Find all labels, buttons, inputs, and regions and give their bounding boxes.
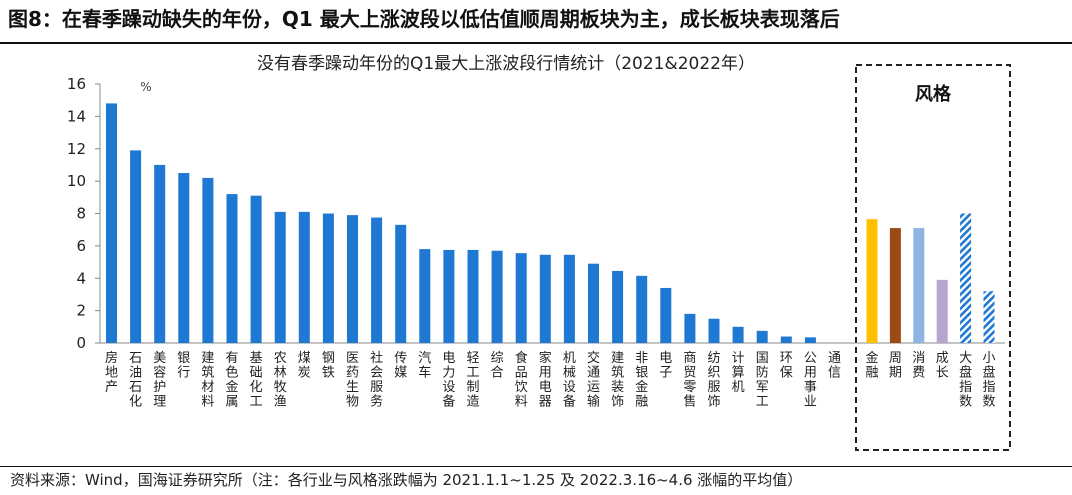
industry-bar <box>443 249 455 343</box>
style-bar <box>913 228 925 343</box>
x-tick-label: 机械设备 <box>563 351 576 410</box>
industry-bar <box>395 224 407 343</box>
x-tick-label: 家用电器 <box>539 350 552 410</box>
industry-bar <box>804 337 816 343</box>
source-note: 资料来源：Wind，国海证券研究所（注：各行业与风格涨跌幅为 2021.1.1~… <box>10 471 803 489</box>
y-axis-unit: % <box>140 80 151 94</box>
x-tick-label: 电子 <box>659 351 672 381</box>
industry-bar <box>515 253 527 343</box>
x-tick-label: 环保 <box>780 351 793 381</box>
style-tick-label: 成长 <box>936 351 949 381</box>
style-tick-label: 周期 <box>889 351 902 381</box>
x-tick-label: 计算机 <box>732 351 745 395</box>
y-tick-label: 6 <box>76 237 86 255</box>
industry-bar <box>612 270 624 343</box>
industry-bar <box>106 103 117 343</box>
x-tick-label: 国防军工 <box>756 351 769 410</box>
x-tick-label: 房地产 <box>105 350 118 395</box>
x-tick-label: 纺织服饰 <box>707 351 720 410</box>
x-tick-label: 煤炭 <box>298 351 311 381</box>
industry-bar <box>347 215 358 343</box>
x-tick-label: 建筑材料 <box>201 351 214 410</box>
x-tick-label: 钢铁 <box>322 351 335 381</box>
x-tick-label: 美容护理 <box>153 351 166 410</box>
style-bar <box>960 213 972 343</box>
y-tick-label: 10 <box>67 172 86 190</box>
x-tick-label: 食品饮料 <box>515 350 528 410</box>
x-tick-label: 综合 <box>491 351 504 381</box>
x-tick-label: 医药生物 <box>346 351 359 410</box>
y-tick-label: 16 <box>67 75 86 93</box>
y-tick-label: 12 <box>67 140 86 158</box>
industry-bar <box>371 217 383 343</box>
x-tick-label: 有色金属 <box>225 351 238 410</box>
industry-bar <box>660 287 672 343</box>
x-tick-label: 石油石化 <box>129 351 142 410</box>
style-bar <box>889 228 901 343</box>
x-tick-label: 电力设备 <box>442 351 455 410</box>
industry-bar <box>202 177 214 343</box>
x-tick-label: 建筑装饰 <box>611 351 624 410</box>
industry-bar <box>250 195 262 343</box>
source-divider <box>0 466 1072 467</box>
x-tick-label: 银行 <box>177 351 190 381</box>
y-tick-label: 14 <box>67 107 86 125</box>
style-tick-label: 大盘指数 <box>959 351 972 410</box>
industry-bar <box>274 211 286 343</box>
x-tick-label: 非银金融 <box>635 351 648 410</box>
x-tick-label: 农林牧渔 <box>274 351 287 410</box>
style-bar <box>983 291 995 343</box>
industry-bar <box>419 249 431 343</box>
x-tick-label: 汽车 <box>418 351 431 381</box>
style-bar <box>936 279 948 343</box>
x-tick-label: 公用事业 <box>804 351 817 410</box>
industry-bar <box>154 164 166 343</box>
style-tick-label: 消费 <box>912 351 925 381</box>
industry-bar <box>636 275 648 343</box>
industry-bar <box>708 318 720 343</box>
industry-bar <box>322 213 334 343</box>
industry-bar <box>491 250 503 343</box>
industry-bar <box>684 313 696 343</box>
industry-bar <box>732 326 744 343</box>
industry-bar <box>563 254 575 343</box>
y-tick-label: 4 <box>76 269 86 287</box>
x-tick-label: 基础化工 <box>250 351 263 410</box>
title-divider <box>0 42 1072 44</box>
style-bar <box>866 219 878 343</box>
industry-bar <box>756 330 768 343</box>
x-tick-label: 传媒 <box>394 351 407 381</box>
x-tick-label: 社会服务 <box>370 350 383 410</box>
y-tick-label: 8 <box>76 205 86 223</box>
x-tick-label: 商贸零售 <box>683 351 696 410</box>
industry-bar <box>298 211 310 343</box>
industry-bar <box>780 336 792 343</box>
industry-bar <box>226 194 238 343</box>
x-tick-label: 通信 <box>828 351 841 381</box>
industry-bar <box>178 173 190 343</box>
style-group-box <box>855 64 1011 451</box>
industry-bar <box>539 254 551 343</box>
chart-title: 没有春季躁动年份的Q1最大上涨波段行情统计（2021&2022年） <box>257 54 755 74</box>
style-tick-label: 小盘指数 <box>982 351 995 410</box>
bar-chart: 没有春季躁动年份的Q1最大上涨波段行情统计（2021&2022年） % 风格 0… <box>67 54 1011 451</box>
x-tick-label: 轻工制造 <box>466 351 479 410</box>
industry-bar <box>130 150 142 343</box>
y-tick-label: 0 <box>76 334 86 352</box>
x-tick-label: 交通运输 <box>587 350 600 410</box>
style-box-title: 风格 <box>915 83 952 105</box>
figure-title: 图8：在春季躁动缺失的年份，Q1 最大上涨波段以低估值顺周期板块为主，成长板块表… <box>8 7 840 31</box>
industry-bar <box>588 263 599 343</box>
style-tick-label: 金融 <box>865 350 878 381</box>
industry-bar <box>467 249 479 343</box>
y-tick-label: 2 <box>76 302 86 320</box>
